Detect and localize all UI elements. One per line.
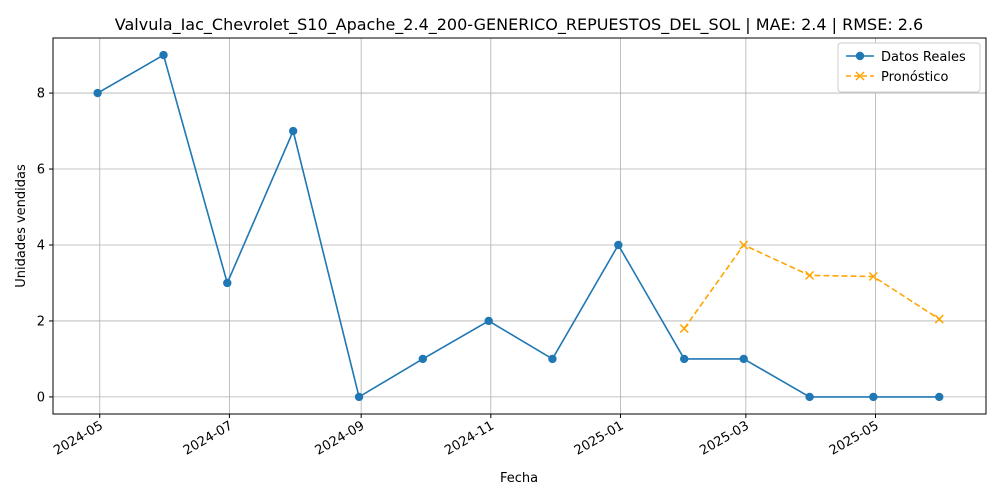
x-axis-label: Fecha (500, 471, 538, 486)
forecast-point (934, 314, 944, 324)
x-tick-label: 2025-01 (572, 418, 627, 458)
data-point (418, 354, 427, 364)
data-point (614, 240, 623, 250)
legend-marker-datos-reales (855, 51, 865, 61)
data-point (548, 354, 557, 364)
data-point (223, 278, 232, 288)
forecast-point (679, 324, 689, 334)
y-tick-label: 8 (37, 87, 45, 102)
forecast-point (805, 270, 815, 280)
data-point (805, 392, 814, 402)
grid (53, 38, 986, 414)
chart-title: Valvula_Iac_Chevrolet_S10_Apache_2.4_200… (115, 15, 923, 35)
legend: Datos Reales Pronóstico (837, 42, 981, 93)
x-tick-label: 2024-09 (313, 418, 368, 458)
legend-marker-pronostico (855, 71, 865, 81)
legend-label-pronostico: Pronóstico (881, 70, 948, 85)
series-line-1 (683, 243, 940, 330)
data-point (288, 126, 298, 136)
series-line-0 (97, 53, 940, 399)
data-point (159, 50, 168, 60)
data-point (935, 392, 944, 402)
data-point (680, 354, 689, 364)
forecast-point (739, 240, 749, 250)
x-tick-label: 2025-03 (697, 418, 752, 458)
plot-series (93, 50, 944, 402)
y-tick-label: 6 (37, 163, 45, 178)
y-tick-label: 4 (37, 238, 45, 253)
x-tick-label: 2024-11 (442, 418, 497, 458)
x-tick-label: 2025-05 (827, 418, 882, 458)
data-point (739, 354, 748, 364)
y-tick-label: 0 (37, 390, 45, 405)
data-point (354, 392, 364, 402)
data-point (869, 392, 878, 402)
axis-ticks: 2024-05 2024-07 2024-09 2024-11 2025-01 2025-… (37, 87, 882, 459)
x-tick-label: 2024-05 (51, 418, 106, 458)
y-tick-label: 2 (37, 314, 45, 329)
y-axis-label: Unidades vendidas (14, 164, 29, 288)
data-point (93, 88, 102, 98)
plot-frame (52, 37, 987, 415)
data-point (484, 316, 493, 326)
legend-label-datos-reales: Datos Reales (881, 50, 966, 65)
x-tick-label: 2024-07 (181, 418, 236, 458)
forecast-point (868, 271, 878, 282)
